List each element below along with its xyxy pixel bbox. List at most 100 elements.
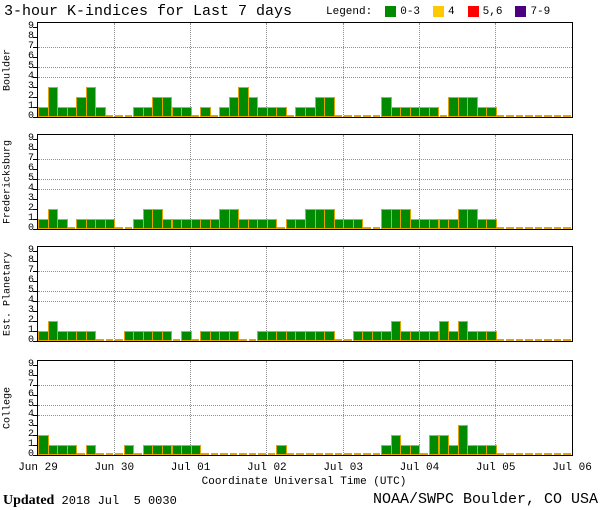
zero-bar-stub [496, 453, 505, 455]
zero-bar-stub [105, 453, 114, 455]
y-tick [33, 67, 37, 68]
y-tick-label: 4 [27, 295, 34, 306]
red-swatch-icon [467, 6, 479, 17]
y-tick [33, 311, 37, 312]
zero-bar-stub [515, 339, 524, 341]
zero-bar-stub [67, 227, 76, 229]
k-bar [486, 107, 497, 117]
zero-bar-stub [124, 227, 133, 229]
zero-bar-stub [344, 115, 352, 117]
y-tick-label: 6 [27, 163, 34, 174]
day-gridline [190, 23, 192, 117]
zero-bar-stub [563, 453, 571, 455]
y-tick-label: 4 [27, 71, 34, 82]
y-tick [33, 87, 37, 88]
zero-bar-stub [77, 453, 85, 455]
chart-title: 3-hour K-indices for Last 7 days [4, 3, 293, 20]
k-threshold-gridline [38, 405, 572, 406]
y-tick-label: 9 [27, 359, 34, 370]
zero-bar-stub [563, 339, 571, 341]
k-threshold-gridline [38, 385, 572, 386]
zero-bar-stub [315, 453, 324, 455]
zero-bar-stub [544, 453, 552, 455]
zero-bar-stub [325, 453, 333, 455]
zero-bar-stub [534, 453, 543, 455]
zero-bar-stub [525, 339, 533, 341]
y-tick [33, 107, 37, 108]
x-tick-label: Jul 01 [170, 462, 211, 474]
yellow-swatch-icon [433, 6, 445, 17]
y-tick-label: 5 [27, 61, 34, 72]
zero-bar-stub [553, 339, 562, 341]
k-bar [352, 219, 364, 229]
zero-bar-stub [439, 115, 448, 117]
y-tick-label: 5 [27, 173, 34, 184]
legend-item-green: 0-3 [385, 6, 420, 18]
zero-bar-stub [525, 115, 533, 117]
legend: Legend: 0-3 4 5,6 7-9 [326, 5, 550, 18]
zero-bar-stub [105, 339, 114, 341]
day-gridline [495, 247, 497, 341]
y-tick-label: 8 [27, 255, 34, 266]
k-threshold-gridline [38, 47, 572, 48]
y-tick-label: 7 [27, 41, 34, 52]
y-tick-label: 3 [27, 305, 34, 316]
day-gridline [342, 247, 344, 341]
zero-bar-stub [105, 115, 114, 117]
k-bar [324, 331, 335, 341]
zero-bar-stub [372, 227, 381, 229]
zero-bar-stub [239, 453, 247, 455]
k-bar [181, 107, 192, 117]
day-gridline [190, 247, 192, 341]
x-tick-label: Jul 03 [323, 462, 363, 474]
k-bar [486, 219, 497, 229]
y-tick [33, 159, 37, 160]
panel-label-boulder: Boulder [2, 49, 14, 92]
k-bar [276, 445, 287, 455]
y-tick-label: 5 [27, 399, 34, 410]
y-tick [33, 199, 37, 200]
kindex-panel-college [37, 360, 573, 456]
purple-swatch-icon [515, 6, 527, 17]
day-gridline [113, 361, 115, 455]
legend-item-yellow: 4 [433, 6, 455, 18]
zero-bar-stub [506, 227, 514, 229]
zero-bar-stub [353, 115, 362, 117]
zero-bar-stub [277, 227, 285, 229]
y-tick [33, 415, 37, 416]
y-tick-label: 1 [27, 439, 34, 450]
y-tick-label: 0 [27, 223, 34, 234]
day-gridline [418, 247, 420, 341]
zero-bar-stub [544, 115, 552, 117]
zero-bar-stub [363, 227, 371, 229]
y-tick-label: 6 [27, 275, 34, 286]
zero-bar-stub [239, 339, 247, 341]
zero-bar-stub [267, 453, 276, 455]
y-tick [33, 281, 37, 282]
zero-bar-stub [229, 453, 238, 455]
y-tick [33, 251, 37, 252]
zero-bar-stub [191, 339, 200, 341]
day-gridline [113, 135, 115, 229]
zero-bar-stub [306, 453, 314, 455]
zero-bar-stub [334, 115, 343, 117]
zero-bar-stub [515, 453, 524, 455]
zero-bar-stub [496, 115, 505, 117]
zero-bar-stub [201, 453, 209, 455]
zero-bar-stub [258, 453, 266, 455]
day-gridline [342, 23, 344, 117]
y-tick [33, 179, 37, 180]
y-tick-label: 8 [27, 31, 34, 42]
x-tick-label: Jul 02 [247, 462, 287, 474]
zero-bar-stub [334, 339, 343, 341]
zero-bar-stub [248, 453, 257, 455]
y-tick-label: 6 [27, 389, 34, 400]
y-tick-label: 4 [27, 183, 34, 194]
zero-bar-stub [363, 453, 371, 455]
x-tick-label: Jun 29 [18, 462, 58, 474]
k-bar [266, 219, 278, 229]
y-tick [33, 57, 37, 58]
zero-bar-stub [210, 453, 219, 455]
y-tick-label: 8 [27, 143, 34, 154]
